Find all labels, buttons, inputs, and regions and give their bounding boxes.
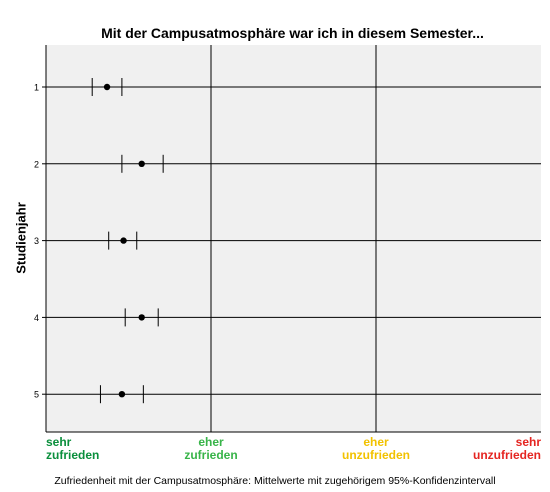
x-tick-label: unzufrieden <box>342 448 410 462</box>
mean-point <box>138 160 145 167</box>
mean-point <box>138 314 145 321</box>
mean-point <box>120 237 127 244</box>
chart-footnote: Zufriedenheit mit der Campusatmosphäre: … <box>54 475 496 487</box>
x-tick-label: eher <box>363 435 389 449</box>
y-tick-label: 3 <box>34 236 39 246</box>
x-tick-label: zufrieden <box>184 448 237 462</box>
x-tick-label: sehr <box>46 435 72 449</box>
y-tick-label: 1 <box>34 83 39 93</box>
x-tick-label: zufrieden <box>46 448 99 462</box>
x-tick-label: eher <box>198 435 224 449</box>
y-tick-label: 5 <box>34 390 39 400</box>
x-tick-label: sehr <box>516 435 542 449</box>
y-tick-label: 4 <box>34 313 39 323</box>
mean-point <box>103 83 111 91</box>
y-tick-label: 2 <box>34 159 39 169</box>
plot-background <box>46 45 541 432</box>
x-tick-label: unzufrieden <box>473 448 541 462</box>
mean-point <box>118 391 126 398</box>
chart-title: Mit der Campusatmosphäre war ich in dies… <box>101 25 484 41</box>
